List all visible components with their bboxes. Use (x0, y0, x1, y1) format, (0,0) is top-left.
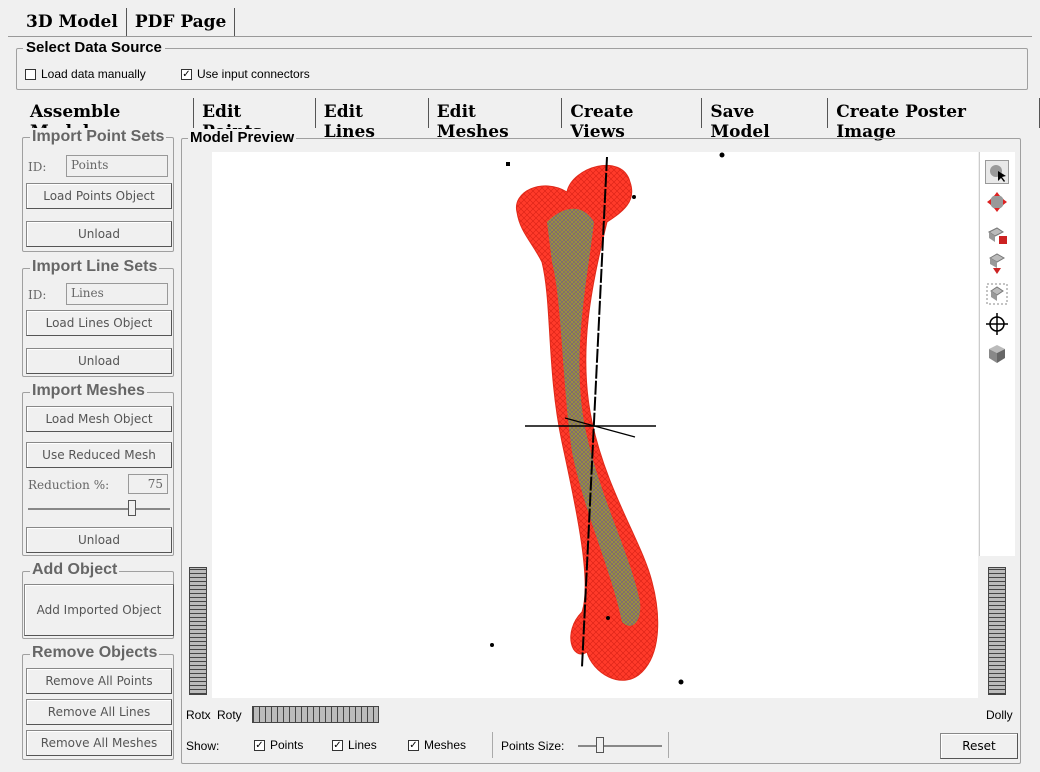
checkbox-checked-icon: ✓ (181, 69, 192, 80)
crosshair-icon[interactable] (985, 312, 1009, 336)
roty-wheel[interactable] (252, 706, 379, 723)
tab-edit-meshes[interactable]: Edit Meshes (429, 98, 563, 128)
points-id-field[interactable]: Points (66, 155, 168, 177)
zoom-region-icon[interactable] (985, 222, 1009, 246)
tab-save-model[interactable]: Save Model (702, 98, 828, 128)
remove-all-lines-button[interactable]: Remove All Lines (26, 699, 172, 725)
show-label: Show: (186, 739, 219, 753)
import-lines-title: Import Line Sets (30, 258, 159, 276)
show-points-label: Points (270, 738, 303, 752)
use-connectors-label: Use input connectors (197, 67, 310, 81)
fit-view-icon[interactable] (985, 282, 1009, 306)
divider (492, 732, 493, 758)
sub-tab-bar: Assemble Model Edit Points Edit Lines Ed… (22, 98, 1040, 128)
import-meshes-title: Import Meshes (30, 382, 147, 400)
reduction-slider-track (28, 508, 170, 510)
points-size-track (578, 745, 662, 747)
show-lines-checkbox[interactable]: ✓ Lines (332, 738, 377, 752)
checkbox-checked-icon: ✓ (332, 740, 343, 751)
point-marker (720, 153, 725, 158)
femur-model (212, 152, 978, 698)
import-points-title: Import Point Sets (30, 128, 166, 146)
dolly-icon[interactable] (985, 252, 1009, 276)
tab-edit-points[interactable]: Edit Points (194, 98, 316, 128)
load-manually-checkbox[interactable]: Load data manually (25, 67, 146, 81)
3d-viewport[interactable] (212, 152, 978, 698)
reset-button[interactable]: Reset (940, 733, 1018, 759)
point-marker (632, 195, 636, 199)
unload-mesh-button[interactable]: Unload (26, 527, 172, 553)
dolly-wheel[interactable] (988, 567, 1006, 695)
pan-icon[interactable] (985, 190, 1009, 214)
points-size-handle[interactable] (596, 737, 604, 753)
load-mesh-button[interactable]: Load Mesh Object (26, 406, 172, 432)
reduction-label: Reduction %: (28, 478, 109, 492)
tab-3d-model[interactable]: 3D Model (18, 8, 127, 36)
point-marker (679, 680, 684, 685)
data-source-title: Select Data Source (23, 39, 165, 56)
show-lines-label: Lines (348, 738, 377, 752)
add-object-title: Add Object (30, 561, 119, 579)
point-marker (490, 643, 494, 647)
tab-assemble-model[interactable]: Assemble Model (22, 98, 194, 128)
unload-points-button[interactable]: Unload (26, 221, 172, 247)
points-size-label: Points Size: (501, 739, 564, 753)
tab-create-poster-image[interactable]: Create Poster Image (828, 98, 1040, 128)
roty-label: Roty (217, 708, 242, 722)
checkbox-unchecked-icon (25, 69, 36, 80)
rotx-wheel[interactable] (189, 567, 207, 695)
tab-divider (8, 36, 1032, 37)
data-source-group: Select Data Source Load data manually ✓ … (16, 48, 1028, 90)
show-meshes-checkbox[interactable]: ✓ Meshes (408, 738, 466, 752)
checkbox-checked-icon: ✓ (408, 740, 419, 751)
reduction-field[interactable]: 75 (128, 474, 168, 494)
tab-pdf-page[interactable]: PDF Page (127, 8, 236, 36)
remove-all-meshes-button[interactable]: Remove All Meshes (26, 730, 172, 756)
add-imported-object-button[interactable]: Add Imported Object (24, 584, 174, 636)
remove-objects-title: Remove Objects (30, 644, 159, 662)
lines-id-field[interactable]: Lines (66, 283, 168, 305)
points-id-label: ID: (28, 160, 46, 174)
dolly-label: Dolly (986, 708, 1013, 722)
tab-edit-lines[interactable]: Edit Lines (316, 98, 429, 128)
rotx-label: Rotx (186, 708, 211, 722)
shaded-cube-icon[interactable] (985, 342, 1009, 366)
show-meshes-label: Meshes (424, 738, 466, 752)
reduction-slider-handle[interactable] (128, 500, 136, 516)
top-tab-bar: 3D Model PDF Page (18, 8, 235, 36)
load-manually-label: Load data manually (41, 67, 146, 81)
lines-id-label: ID: (28, 288, 46, 302)
divider (668, 732, 669, 758)
load-points-button[interactable]: Load Points Object (26, 183, 172, 209)
model-preview-title: Model Preview (188, 129, 296, 146)
unload-lines-button[interactable]: Unload (26, 348, 172, 374)
tab-create-views[interactable]: Create Views (562, 98, 702, 128)
remove-all-points-button[interactable]: Remove All Points (26, 668, 172, 694)
load-lines-button[interactable]: Load Lines Object (26, 310, 172, 336)
checkbox-checked-icon: ✓ (254, 740, 265, 751)
select-icon[interactable] (985, 160, 1009, 184)
show-points-checkbox[interactable]: ✓ Points (254, 738, 303, 752)
point-marker (606, 616, 610, 620)
use-connectors-checkbox[interactable]: ✓ Use input connectors (181, 67, 310, 81)
use-reduced-mesh-button[interactable]: Use Reduced Mesh (26, 442, 172, 468)
point-marker (506, 162, 510, 166)
